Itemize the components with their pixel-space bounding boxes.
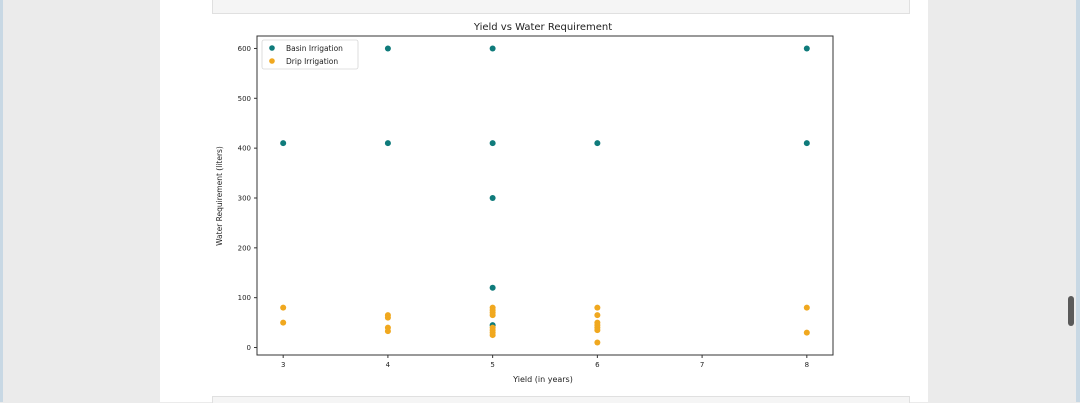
basin-irrigation-point [594,140,601,147]
x-tick-label: 3 [281,361,285,369]
basin-irrigation-point [489,45,496,52]
drip-irrigation-point [803,304,810,311]
y-tick-label: 500 [238,95,251,103]
basin-irrigation-legend-label: Basin Irrigation [286,44,343,53]
x-tick-label: 8 [805,361,809,369]
chart-legend: Basin Irrigation Drip Irrigation [261,39,359,70]
chart-title: Yield vs Water Requirement [473,22,612,33]
y-axis-label: Water Requirement (liters) [215,146,224,246]
basin-irrigation-point [489,140,496,147]
window-edge-right [1076,0,1080,402]
y-tick-label: 400 [238,145,251,153]
window-edge-left [0,0,3,402]
drip-irrigation-point [384,328,391,335]
drip-irrigation-legend-marker [269,58,275,64]
y-tick-label: 100 [238,294,251,302]
basin-irrigation-point [489,194,496,201]
x-tick-label: 6 [595,361,600,369]
x-axis-label: Yield (in years) [512,375,573,384]
drip-irrigation-point [594,304,601,311]
axis-ticks: 3 4 5 6 7 8 0 100 200 300 400 500 600 [238,45,809,369]
drip-irrigation-point [489,332,496,339]
basin-irrigation-point [280,140,287,147]
basin-irrigation-legend-marker [269,45,275,51]
basin-irrigation-point [384,45,391,52]
drip-irrigation-point [280,319,287,326]
drip-irrigation-point [803,329,810,336]
y-tick-label: 600 [238,45,251,53]
x-tick-label: 5 [490,361,494,369]
basin-irrigation-point [489,284,496,291]
basin-irrigation-point [384,140,391,147]
previous-cell[interactable] [212,0,910,14]
drip-irrigation-legend-label: Drip Irrigation [286,57,338,66]
y-tick-label: 0 [247,344,251,352]
drip-irrigation-point [594,312,601,319]
data-points [280,45,810,346]
plot-frame [256,35,834,356]
basin-irrigation-point [803,45,810,52]
drip-irrigation-point [280,304,287,311]
x-tick-label: 7 [700,361,704,369]
next-cell[interactable] [212,396,910,403]
y-tick-label: 200 [238,244,251,252]
drip-irrigation-point [489,312,496,319]
legend-box [261,39,359,70]
y-tick-label: 300 [238,194,251,202]
drip-irrigation-point [384,314,391,321]
scrollbar-thumb[interactable] [1068,296,1074,326]
drip-irrigation-point [594,339,601,346]
basin-irrigation-point [803,140,810,147]
x-tick-label: 4 [386,361,391,369]
drip-irrigation-point [594,327,601,334]
